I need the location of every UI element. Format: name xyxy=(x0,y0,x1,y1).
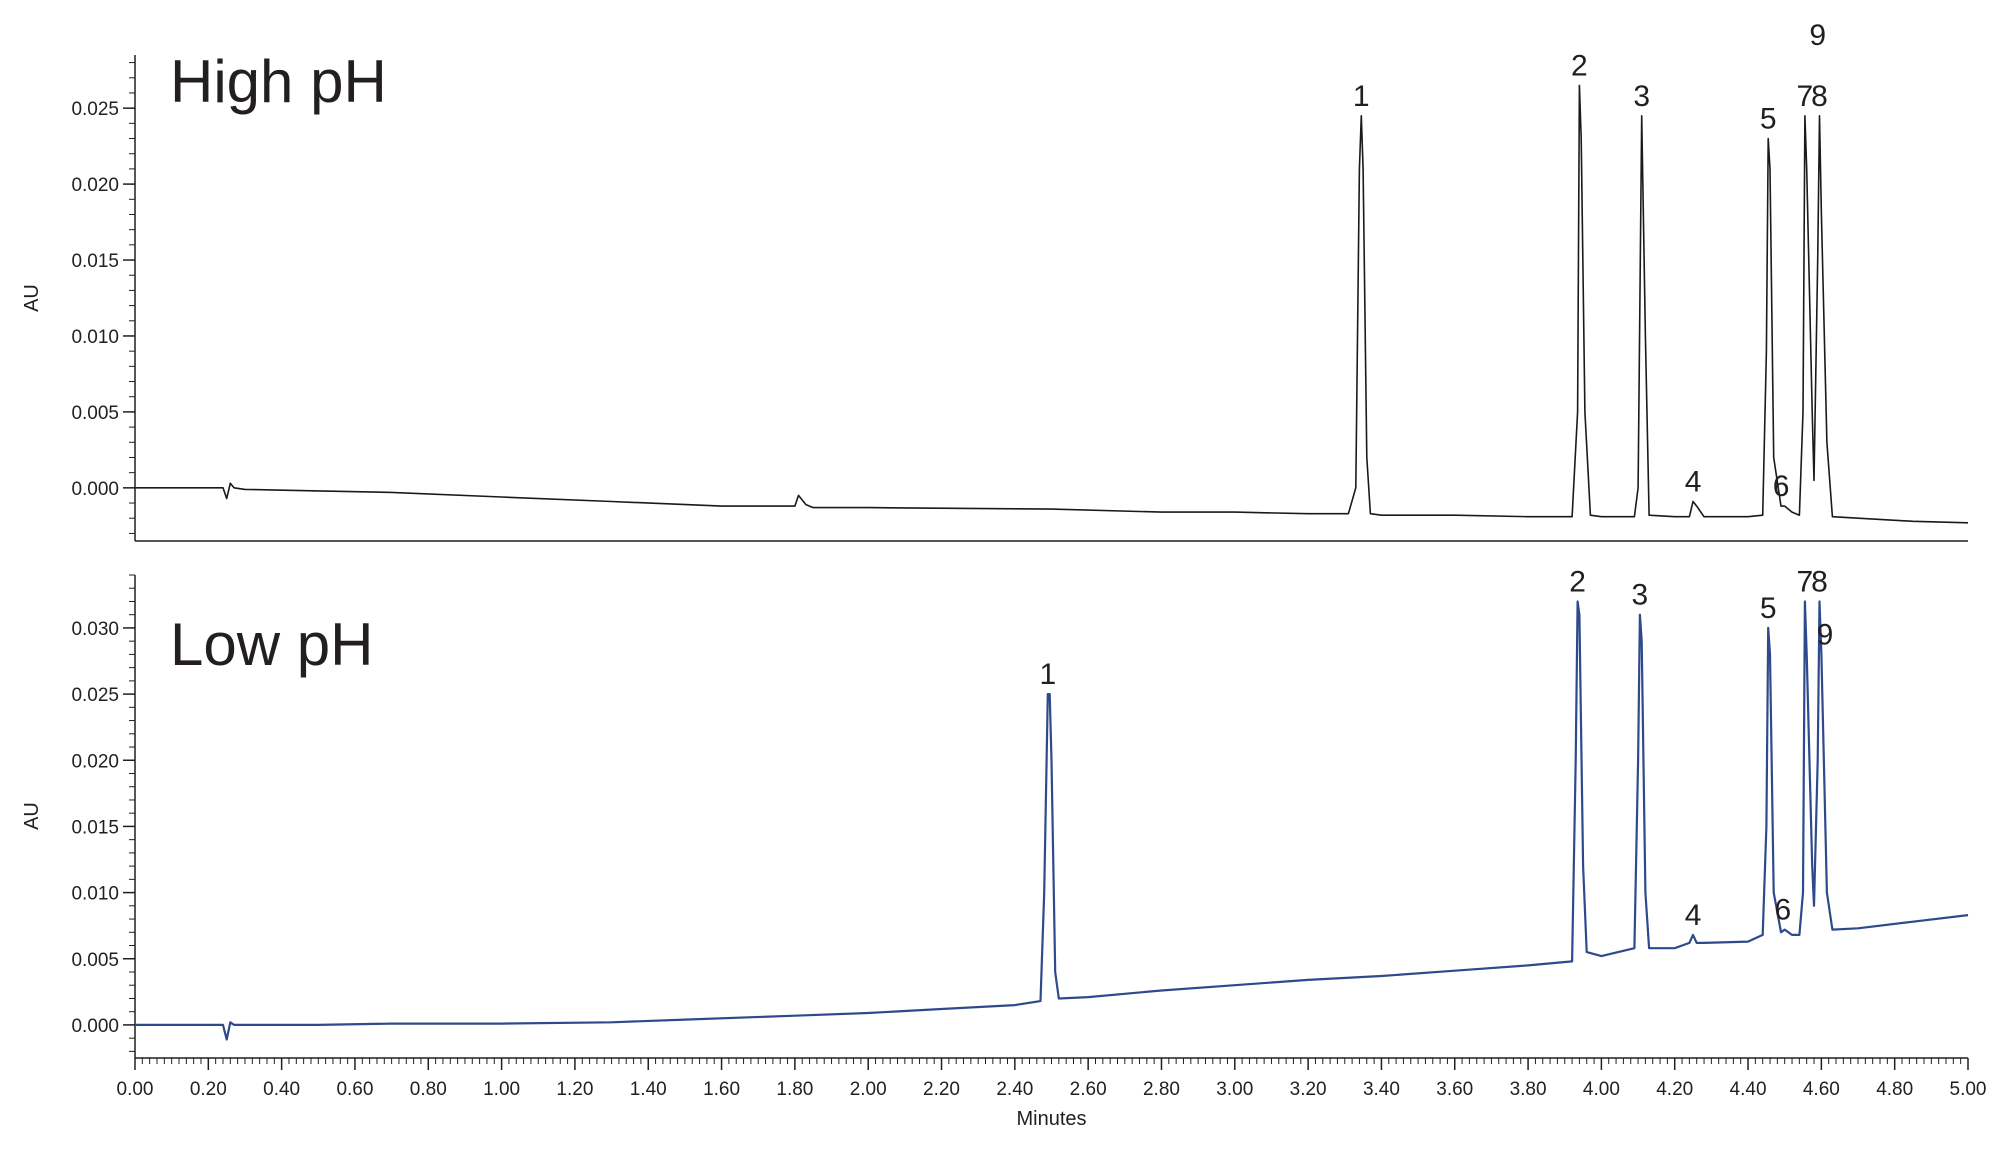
y-axis-title: AU xyxy=(21,802,43,830)
peak-label: 2 xyxy=(1569,565,1586,598)
x-tick-label: 0.20 xyxy=(190,1079,227,1100)
y-tick-label: 0.025 xyxy=(71,685,119,706)
x-tick-label: 4.40 xyxy=(1730,1079,1767,1100)
peak-label: 5 xyxy=(1760,103,1777,136)
peak-label: 7 xyxy=(1797,80,1814,113)
x-tick-label: 0.60 xyxy=(336,1079,373,1100)
chromatogram-trace xyxy=(135,600,1969,1041)
x-tick-label: 1.60 xyxy=(703,1079,740,1100)
peak-label: 5 xyxy=(1760,592,1777,625)
peak-label: 9 xyxy=(1809,19,1826,52)
x-tick-label: 1.20 xyxy=(556,1079,593,1100)
x-tick-label: 3.00 xyxy=(1216,1079,1253,1100)
peak-label: 7 xyxy=(1797,565,1814,598)
panel-title: High pH xyxy=(170,48,387,115)
y-tick-label: 0.005 xyxy=(71,950,119,971)
x-tick-label: 1.00 xyxy=(483,1079,520,1100)
x-tick-label: 2.60 xyxy=(1070,1079,1107,1100)
y-tick-label: 0.015 xyxy=(71,817,119,838)
y-tick-label: 0.000 xyxy=(71,1016,119,1037)
peak-label: 9 xyxy=(1817,618,1834,651)
x-axis-title: Minutes xyxy=(1016,1108,1086,1130)
y-axis-title: AU xyxy=(21,284,43,312)
x-tick-label: 1.40 xyxy=(630,1079,667,1100)
y-tick-label: 0.020 xyxy=(71,175,119,196)
x-tick-label: 4.80 xyxy=(1876,1079,1913,1100)
peak-label: 2 xyxy=(1571,49,1588,82)
peak-label: 4 xyxy=(1685,466,1702,499)
panel-title: Low pH xyxy=(170,611,373,678)
y-tick-label: 0.010 xyxy=(71,884,119,905)
x-tick-label: 2.40 xyxy=(996,1079,1033,1100)
x-tick-label: 2.20 xyxy=(923,1079,960,1100)
x-tick-label: 3.80 xyxy=(1510,1079,1547,1100)
y-tick-label: 0.030 xyxy=(71,619,119,640)
x-tick-label: 0.80 xyxy=(410,1079,447,1100)
peak-label: 3 xyxy=(1633,80,1650,113)
x-tick-label: 0.00 xyxy=(117,1079,154,1100)
y-tick-label: 0.015 xyxy=(71,251,119,272)
x-tick-label: 4.00 xyxy=(1583,1079,1620,1100)
peak-label: 8 xyxy=(1811,565,1828,598)
x-tick-label: 2.00 xyxy=(850,1079,887,1100)
peak-label: 8 xyxy=(1811,80,1828,113)
x-tick-label: 4.20 xyxy=(1656,1079,1693,1100)
x-tick-label: 0.40 xyxy=(263,1079,300,1100)
peak-label: 6 xyxy=(1773,470,1790,503)
peak-label: 6 xyxy=(1775,894,1792,927)
peak-label: 4 xyxy=(1685,899,1702,932)
x-tick-label: 3.40 xyxy=(1363,1079,1400,1100)
y-tick-label: 0.005 xyxy=(71,403,119,424)
x-tick-label: 4.60 xyxy=(1803,1079,1840,1100)
peak-label: 1 xyxy=(1039,658,1056,691)
peak-label: 3 xyxy=(1632,579,1649,612)
chromatogram-trace xyxy=(135,84,1969,524)
y-tick-label: 0.000 xyxy=(71,479,119,500)
x-tick-label: 5.00 xyxy=(1950,1079,1987,1100)
y-tick-label: 0.020 xyxy=(71,751,119,772)
x-tick-label: 2.80 xyxy=(1143,1079,1180,1100)
y-tick-label: 0.025 xyxy=(71,99,119,120)
peak-label: 1 xyxy=(1353,80,1370,113)
x-tick-label: 1.80 xyxy=(776,1079,813,1100)
x-tick-label: 3.60 xyxy=(1436,1079,1473,1100)
y-tick-label: 0.010 xyxy=(71,327,119,348)
x-tick-label: 3.20 xyxy=(1290,1079,1327,1100)
